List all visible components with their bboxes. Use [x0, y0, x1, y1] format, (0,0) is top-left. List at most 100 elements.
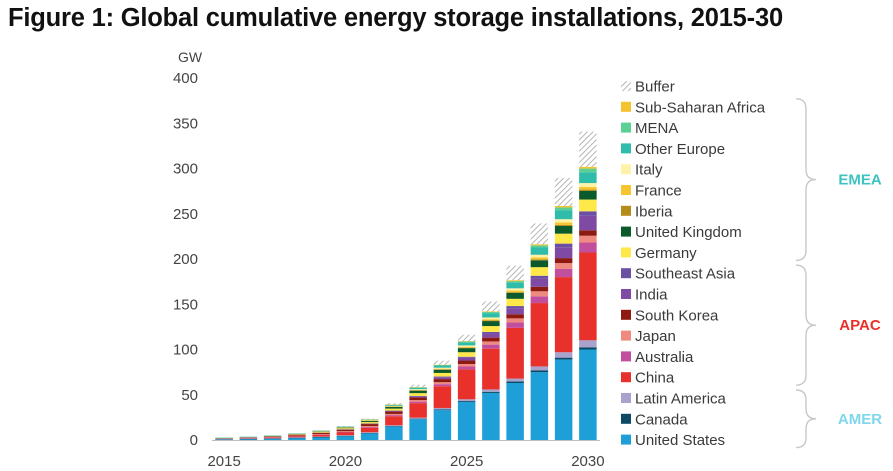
bar-segment-iberia-2029: [554, 224, 573, 226]
bar-segment-other-europe-2021: [360, 419, 379, 421]
legend-label-southeast-asia: Southeast Asia: [635, 266, 736, 283]
bar-segment-china-2017: [263, 437, 282, 439]
bar-segment-japan-2027: [506, 318, 524, 323]
bar-segment-iberia-2027: [506, 292, 524, 293]
legend-label-india: India: [635, 287, 668, 304]
bar-segment-latin-america-2022: [385, 425, 403, 427]
bar-segment-other-europe-2026: [482, 313, 500, 318]
region-groups: EMEA APAC AMER: [795, 98, 882, 449]
bar-segment-buffer-2025: [457, 334, 476, 342]
bar-segment-japan-2024: [433, 382, 452, 385]
bar-segment-united-kingdom-2030: [579, 190, 597, 200]
x-tick-label: 2015: [207, 453, 240, 470]
bar-segment-sub-saharan-africa-2026: [482, 311, 500, 313]
bar-segment-iberia-2028: [530, 259, 549, 261]
group-label-amer: AMER: [838, 411, 882, 428]
legend-swatch-india: [621, 289, 631, 299]
bar-segment-mena-2029: [554, 207, 573, 211]
x-tick-label: 2025: [450, 453, 483, 470]
figure-title: Figure 1: Global cumulative energy stora…: [8, 4, 783, 32]
bar-segment-united-kingdom-2029: [554, 225, 573, 234]
x-tick-label: 2030: [571, 453, 604, 470]
bar-segment-japan-2030: [579, 235, 597, 243]
bar-segment-mena-2030: [579, 168, 597, 173]
bar-segment-latin-america-2028: [530, 366, 549, 371]
bar-segment-canada-2024: [433, 409, 452, 411]
legend-swatch-canada: [621, 413, 631, 424]
bar-segment-china-2022: [385, 416, 403, 426]
legend-swatch-sub-saharan-africa: [621, 101, 631, 112]
bar-segment-china-2023: [409, 403, 427, 418]
y-tick-label: 100: [173, 342, 198, 359]
bar-segment-other-europe-2029: [554, 210, 573, 220]
y-tick-label: 250: [173, 206, 198, 223]
bar-segment-south-korea-2029: [554, 258, 573, 264]
bar-segment-india-2030: [579, 215, 597, 231]
bar-segment-southeast-asia-2028: [530, 275, 549, 279]
group-label-emea: EMEA: [838, 172, 882, 189]
bar-segment-southeast-asia-2026: [482, 331, 500, 334]
bar-segment-china-2030: [579, 252, 597, 341]
bar-segment-germany-2030: [579, 199, 597, 212]
bar-segment-united-states-2026: [482, 392, 500, 440]
bar-segment-india-2024: [433, 377, 452, 380]
bar-segment-canada-2025: [457, 401, 476, 402]
legend-label-italy: Italy: [635, 162, 663, 179]
bar-segment-germany-2019: [312, 431, 330, 433]
y-tick-label: 350: [173, 115, 198, 132]
y-tick-label: 150: [173, 296, 198, 313]
bar-segment-other-europe-2028: [530, 247, 549, 255]
bar-segment-france-2028: [530, 257, 549, 260]
bar-segment-other-europe-2025: [457, 342, 476, 346]
bar-segment-buffer-2023: [409, 384, 427, 388]
bar-segment-sub-saharan-africa-2028: [530, 244, 549, 246]
bar-segment-germany-2026: [482, 326, 500, 332]
legend-label-buffer: Buffer: [635, 79, 675, 96]
bar-segment-france-2024: [433, 368, 452, 370]
bar-segment-buffer-2022: [385, 403, 403, 405]
bar-segment-latin-america-2020: [336, 435, 355, 436]
bar-segment-australia-2025: [457, 366, 476, 370]
bar-segment-germany-2018: [288, 434, 306, 435]
bar-segment-canada-2029: [554, 357, 573, 360]
bar-segment-australia-2023: [409, 401, 427, 404]
bar-segment-china-2020: [336, 432, 355, 436]
bar-segment-italy-2027: [506, 288, 524, 291]
bar-segment-south-korea-2020: [336, 429, 355, 432]
bar-segment-sub-saharan-africa-2027: [506, 280, 524, 282]
bar-segment-united-states-2020: [336, 435, 355, 440]
bar-segment-canada-2026: [482, 391, 500, 393]
bar-segment-india-2029: [554, 247, 573, 259]
bar-segment-china-2027: [506, 327, 524, 379]
bar-segment-germany-2029: [554, 233, 573, 244]
bar-segment-south-korea-2018: [288, 434, 306, 436]
y-axis-ticks: 0 50 100 150 200 250 300 350 400: [173, 70, 198, 449]
y-tick-label: 0: [190, 432, 198, 449]
y-tick-label: 200: [173, 251, 198, 268]
bar-segment-united-kingdom-2027: [506, 292, 524, 299]
legend-label-latin-america: Latin America: [635, 391, 727, 408]
bar-segment-united-states-2019: [312, 437, 330, 440]
bar-segment-south-korea-2023: [409, 397, 427, 401]
bar-segment-other-europe-2023: [409, 387, 427, 390]
bar-segment-south-korea-2027: [506, 314, 524, 319]
bar-segment-united-kingdom-2020: [336, 427, 355, 429]
bar-segment-southeast-asia-2025: [457, 356, 476, 358]
bar-segment-japan-2023: [409, 400, 427, 402]
bar-segment-latin-america-2025: [457, 399, 476, 402]
legend-label-united-states: United States: [635, 432, 725, 449]
bar-segment-germany-2028: [530, 267, 549, 276]
bar-segment-united-states-2024: [433, 410, 452, 440]
legend-swatch-other-europe: [621, 143, 631, 154]
bar-segment-latin-america-2021: [360, 432, 379, 433]
bar-segment-mena-2027: [506, 281, 524, 283]
bar-segment-buffer-2021: [360, 418, 379, 420]
group-brace-amer: [795, 389, 817, 449]
bar-segment-southeast-asia-2027: [506, 306, 524, 309]
x-tick-label: 2020: [329, 453, 362, 470]
bar-segment-china-2019: [312, 434, 330, 437]
legend-swatch-latin-america: [621, 393, 631, 403]
legend-swatch-italy: [621, 164, 631, 175]
bar-segment-italy-2023: [409, 389, 427, 390]
bar-segment-south-korea-2021: [360, 424, 379, 427]
